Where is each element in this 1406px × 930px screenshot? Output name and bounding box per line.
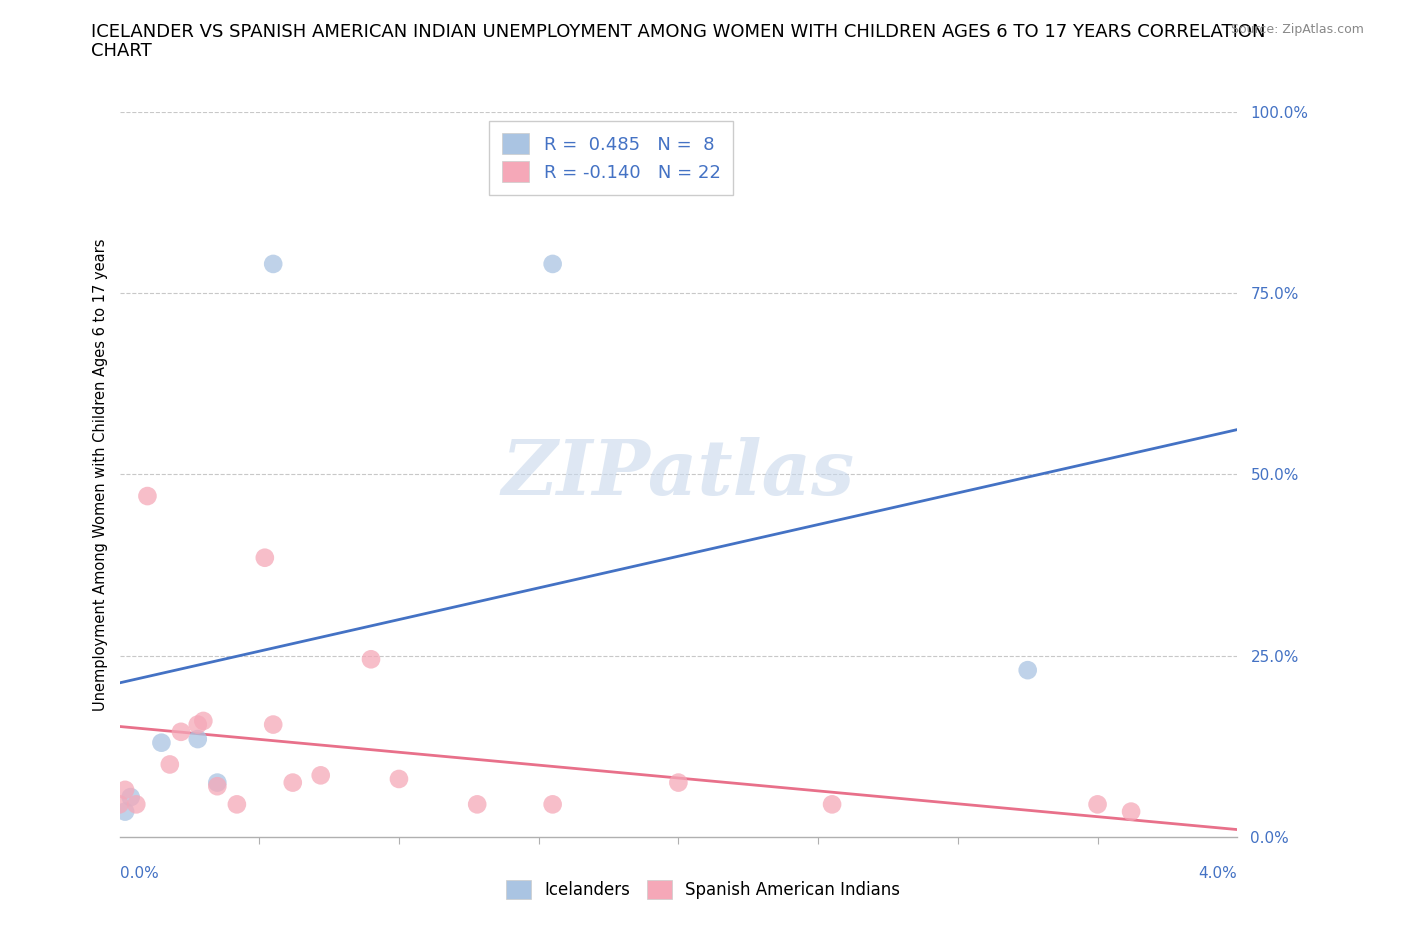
Point — [114, 804, 136, 819]
Text: Source: ZipAtlas.com: Source: ZipAtlas.com — [1230, 23, 1364, 36]
Point — [187, 732, 209, 747]
Point — [120, 790, 142, 804]
Point — [125, 797, 148, 812]
Point — [207, 776, 229, 790]
Point — [150, 736, 173, 751]
Legend: Icelanders, Spanish American Indians: Icelanders, Spanish American Indians — [498, 871, 908, 908]
Point — [1087, 797, 1109, 812]
Point — [666, 776, 689, 790]
Legend: R =  0.485   N =  8, R = -0.140   N = 22: R = 0.485 N = 8, R = -0.140 N = 22 — [489, 121, 733, 195]
Point — [253, 551, 276, 565]
Text: ZIPatlas: ZIPatlas — [502, 437, 855, 512]
Point — [1017, 663, 1039, 678]
Point — [114, 782, 136, 797]
Point — [108, 797, 131, 812]
Point — [207, 778, 229, 793]
Point — [170, 724, 193, 739]
Point — [1119, 804, 1142, 819]
Point — [309, 768, 332, 783]
Text: ICELANDER VS SPANISH AMERICAN INDIAN UNEMPLOYMENT AMONG WOMEN WITH CHILDREN AGES: ICELANDER VS SPANISH AMERICAN INDIAN UNE… — [91, 23, 1265, 41]
Point — [465, 797, 488, 812]
Point — [821, 797, 844, 812]
Point — [136, 488, 159, 503]
Point — [193, 713, 215, 728]
Point — [262, 257, 284, 272]
Point — [225, 797, 247, 812]
Text: 4.0%: 4.0% — [1198, 866, 1237, 881]
Text: 0.0%: 0.0% — [120, 866, 159, 881]
Point — [187, 717, 209, 732]
Point — [541, 257, 564, 272]
Point — [541, 797, 564, 812]
Point — [262, 717, 284, 732]
Point — [281, 776, 304, 790]
Y-axis label: Unemployment Among Women with Children Ages 6 to 17 years: Unemployment Among Women with Children A… — [93, 238, 108, 711]
Point — [360, 652, 382, 667]
Point — [159, 757, 181, 772]
Point — [388, 772, 411, 787]
Text: CHART: CHART — [91, 42, 152, 60]
